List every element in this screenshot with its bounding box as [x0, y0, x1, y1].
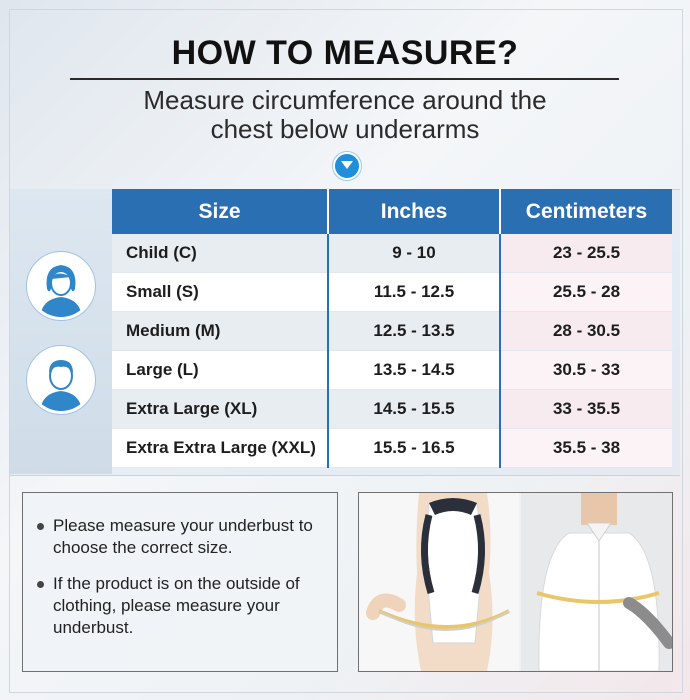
measurement-notes: Please measure your underbust to choose … [22, 492, 338, 672]
cm-cell: 23 - 25.5 [500, 234, 672, 273]
subtitle-line-2: chest below underarms [210, 114, 480, 144]
size-cell: Medium (M) [112, 311, 329, 351]
bullet-icon [37, 581, 44, 588]
woman-avatar-icon [27, 252, 95, 320]
size-cell: Child (C) [112, 234, 329, 273]
note-1-line-1: Please measure your underbust to [53, 516, 313, 535]
inches-cell: 13.5 - 14.5 [328, 350, 501, 390]
bullet-icon [37, 523, 44, 530]
size-cell: Large (L) [112, 350, 329, 390]
note-1-line-2: choose the correct size. [53, 538, 233, 557]
inches-cell: 12.5 - 13.5 [328, 311, 501, 351]
page-subtitle: Measure circumference around the chest b… [0, 86, 690, 144]
cm-cell: 30.5 - 33 [500, 350, 672, 390]
list-item: Please measure your underbust to choose … [35, 515, 327, 559]
inches-cell: 11.5 - 12.5 [328, 272, 501, 312]
inches-cell: 15.5 - 16.5 [328, 428, 501, 468]
size-cell: Extra Large (XL) [112, 389, 329, 429]
page-title: HOW TO MEASURE? [171, 34, 519, 72]
table-header-row: Size Inches Centimeters [112, 189, 672, 234]
note-2-line-1: If the product is on the outside of [53, 574, 300, 593]
table-row: Large (L) 13.5 - 14.5 30.5 - 33 [112, 350, 672, 390]
inches-cell: 14.5 - 15.5 [328, 389, 501, 429]
chevron-down-icon [333, 152, 361, 180]
cm-cell: 28 - 30.5 [500, 311, 672, 351]
size-chart-table: Size Inches Centimeters Child (C) 9 - 10… [112, 189, 672, 468]
notes-list: Please measure your underbust to choose … [23, 493, 337, 639]
column-header-size: Size [112, 189, 329, 234]
note-2-line-2: clothing, please measure your [53, 596, 280, 615]
cm-cell: 33 - 35.5 [500, 389, 672, 429]
cm-cell: 35.5 - 38 [500, 428, 672, 468]
table-row: Small (S) 11.5 - 12.5 25.5 - 28 [112, 272, 672, 312]
table-row: Extra Extra Large (XXL) 15.5 - 16.5 35.5… [112, 428, 672, 468]
measuring-illustration [359, 493, 672, 671]
avatar-strip [10, 189, 112, 474]
inches-cell: 9 - 10 [328, 234, 501, 273]
man-avatar-icon [27, 346, 95, 414]
note-2-line-3: underbust. [53, 618, 134, 637]
column-header-centimeters: Centimeters [500, 189, 672, 234]
cm-cell: 25.5 - 28 [500, 272, 672, 312]
title-divider [70, 78, 619, 80]
table-row: Extra Large (XL) 14.5 - 15.5 33 - 35.5 [112, 389, 672, 429]
table-row: Child (C) 9 - 10 23 - 25.5 [112, 234, 672, 273]
page-frame [9, 9, 683, 693]
column-header-inches: Inches [328, 189, 501, 234]
subtitle-line-1: Measure circumference around the [143, 85, 547, 115]
table-row: Medium (M) 12.5 - 13.5 28 - 30.5 [112, 311, 672, 351]
measurement-photos [358, 492, 673, 672]
size-cell: Small (S) [112, 272, 329, 312]
size-cell: Extra Extra Large (XXL) [112, 428, 329, 468]
list-item: If the product is on the outside of clot… [35, 573, 327, 639]
